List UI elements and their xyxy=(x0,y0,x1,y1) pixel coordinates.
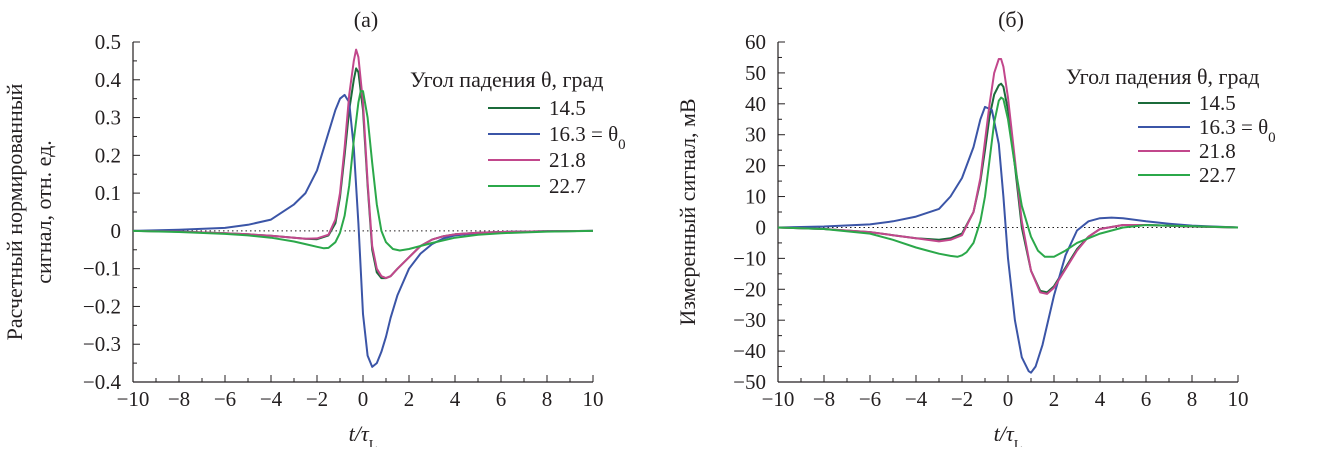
y-tick-label: −30 xyxy=(733,308,766,332)
x-tick-label: 10 xyxy=(1228,387,1249,411)
y-tick-label: 40 xyxy=(745,92,766,116)
series-line-16-30 xyxy=(777,105,1239,374)
x-tick-label: −2 xyxy=(951,387,973,411)
x-tick-label: −8 xyxy=(813,387,835,411)
y-tick-label: 0.1 xyxy=(95,181,121,205)
x-axis-label: t/τL xyxy=(349,421,378,447)
y-tick-label: 60 xyxy=(745,30,766,54)
x-tick-label: 8 xyxy=(1187,387,1198,411)
legend-title: Угол падения θ, град xyxy=(410,67,604,92)
y-tick-label: −40 xyxy=(733,339,766,363)
series-line-21-8 xyxy=(777,58,1239,295)
y-tick-label: −0.1 xyxy=(83,257,121,281)
x-tick-label: 2 xyxy=(404,387,415,411)
legend-label: 22.7 xyxy=(549,174,586,198)
panel-a: −0.4−0.3−0.2−0.100.10.20.30.40.5−10 −8 −6−… xyxy=(2,7,626,452)
y-tick-label: 0.2 xyxy=(95,143,121,167)
legend-label: 16.3 = θ0 xyxy=(1199,115,1276,146)
y-tick-label: 50 xyxy=(745,61,766,85)
series-line-22-7 xyxy=(777,96,1239,258)
x-tick-label: −8 xyxy=(168,387,190,411)
x-tick-label: −4 xyxy=(905,387,928,411)
legend-label: 22.7 xyxy=(1199,163,1236,187)
y-tick-label: 0 xyxy=(111,219,122,243)
x-tick-label: 8 xyxy=(542,387,553,411)
x-tick-label: 0 xyxy=(1003,387,1014,411)
legend-label: 21.8 xyxy=(1199,139,1236,163)
y-tick-label: 10 xyxy=(745,185,766,209)
y-axis-label-line2: сигнал, отн. ед. xyxy=(31,140,56,284)
x-tick-label: −6 xyxy=(859,387,881,411)
y-tick-label: −10 xyxy=(733,246,766,270)
y-tick-label: −0.3 xyxy=(83,332,121,356)
y-tick-label: 0.3 xyxy=(95,106,121,130)
legend-label: 21.8 xyxy=(549,148,586,172)
x-tick-label: −4 xyxy=(260,387,283,411)
series-line-21-8 xyxy=(132,48,594,280)
y-axis-label: Измеренный сигнал, мВ xyxy=(675,98,700,325)
panel-label: (a) xyxy=(354,7,378,32)
x-tick-label: −6 xyxy=(214,387,236,411)
x-tick-label: 4 xyxy=(450,387,461,411)
y-tick-label: −0.4 xyxy=(83,370,122,394)
legend-title: Угол падения θ, град xyxy=(1066,64,1260,89)
x-tick-label: −2 xyxy=(306,387,328,411)
legend-label: 14.5 xyxy=(549,96,586,120)
x-axis-label: t/τL xyxy=(994,421,1023,447)
legend-label: 16.3 = θ0 xyxy=(549,122,626,153)
panel-label: (б) xyxy=(998,7,1024,32)
y-tick-label: 0.5 xyxy=(95,30,121,54)
x-tick-label: 6 xyxy=(1141,387,1152,411)
y-tick-label: 0.4 xyxy=(95,68,122,92)
series-line-22-7 xyxy=(132,90,594,252)
legend-label: 14.5 xyxy=(1199,91,1236,115)
y-axis-label: Расчетный нормированный xyxy=(2,83,27,340)
x-tick-label: −10 xyxy=(117,387,150,411)
x-tick-label: 10 xyxy=(583,387,604,411)
y-tick-label: −20 xyxy=(733,277,766,301)
y-tick-label: 20 xyxy=(745,154,766,178)
x-tick-label: 0 xyxy=(358,387,369,411)
y-tick-label: −0.2 xyxy=(83,294,121,318)
y-tick-label: 0 xyxy=(756,215,767,239)
x-tick-label: 2 xyxy=(1049,387,1060,411)
x-tick-label: 4 xyxy=(1095,387,1106,411)
x-tick-label: −10 xyxy=(762,387,795,411)
y-tick-label: 30 xyxy=(745,123,766,147)
y-tick-label: −50 xyxy=(733,370,766,394)
x-tick-label: 6 xyxy=(496,387,507,411)
series-line-16-30 xyxy=(132,93,594,368)
